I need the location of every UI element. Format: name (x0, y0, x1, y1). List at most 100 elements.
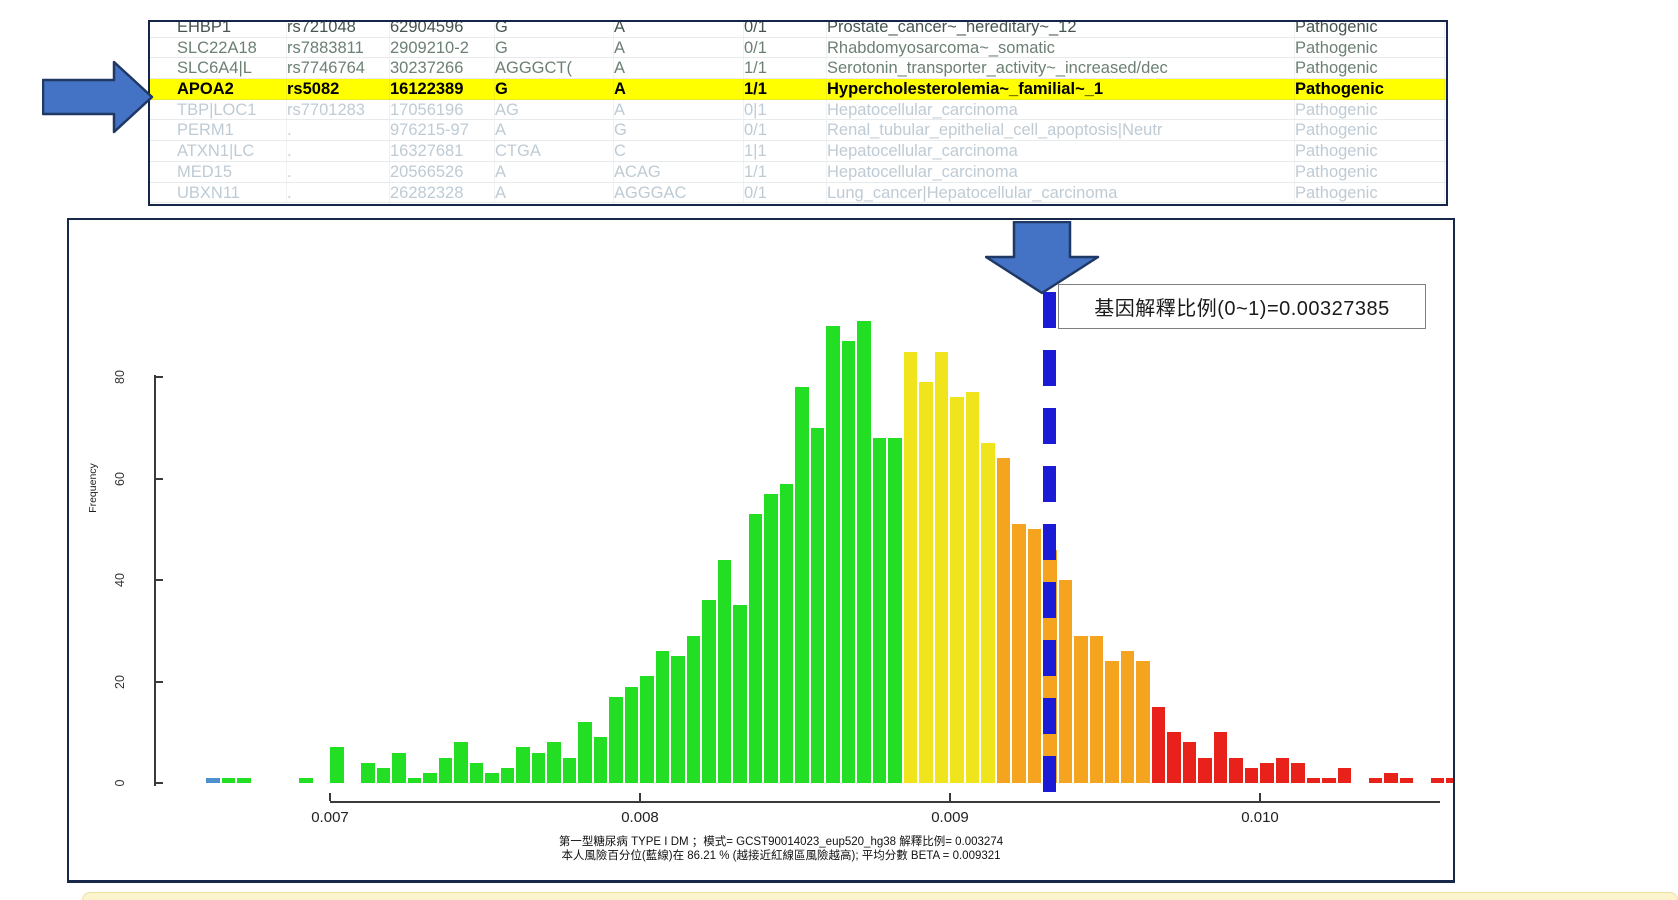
cell-significance: Pathogenic (1295, 37, 1445, 58)
variant-table: EHBP1 rs721048 62904596 G A 0/1 Prostate_cance… (148, 20, 1448, 206)
y-axis-title: Frequency (87, 463, 99, 513)
histogram-bar (733, 605, 747, 783)
cell-significance: Pathogenic (1295, 141, 1445, 161)
histogram-bar (516, 747, 530, 783)
cell-condition: Hepatocellular_carcinoma (827, 141, 1295, 161)
histogram-bar (655, 651, 669, 783)
histogram-bar (1260, 762, 1274, 783)
cell-ref: A (495, 120, 614, 141)
cell-condition: Lung_cancer|Hepatocellular_carcinoma (827, 182, 1295, 203)
cell-ref: CTGA (495, 141, 614, 161)
cell-alt: C (614, 141, 744, 161)
table-row[interactable]: SLC6A4|L rs7746764 30237266 AGGGCT(A 1/1 Sero… (150, 58, 1446, 80)
personal-score-marker-line (1043, 292, 1056, 806)
cell-gt: 0/1 (744, 120, 827, 141)
y-axis-tick-label: 20 (113, 674, 127, 689)
table-row[interactable]: UBXN11. 26282328 A AGGGAC 0/1 Lung_cancer|Hep… (150, 182, 1446, 204)
histogram-bar (1058, 580, 1072, 783)
gene-ratio-annotation-text: 基因解釋比例(0~1)=0.00327385 (1094, 298, 1390, 320)
histogram-bar (578, 722, 592, 783)
histogram-bar (1399, 777, 1413, 783)
histogram-bar (919, 382, 933, 783)
cell-rsid: . (287, 141, 390, 161)
cell-gt: 0/1 (744, 182, 827, 203)
histogram-bar (1167, 732, 1181, 783)
histogram-bar (965, 392, 979, 783)
histogram-bar (903, 351, 917, 783)
cell-ref: A (495, 161, 614, 182)
cell-rsid: rs5082 (287, 79, 390, 99)
cell-gene: SLC22A18 (177, 37, 287, 58)
histogram-bar (1322, 777, 1336, 783)
histogram-bar (888, 437, 902, 783)
histogram-bar (1337, 767, 1351, 783)
cell-ref: AG (495, 99, 614, 120)
table-row[interactable]: TBP|LOC1 rs7701283 17056196 AG A 0|1 Hepatocel… (150, 99, 1446, 121)
cell-rsid: . (287, 182, 390, 203)
cell-alt: ACAG (614, 161, 744, 182)
histogram-bar (593, 737, 607, 783)
histogram-bar (221, 777, 235, 783)
histogram-bar (206, 777, 220, 783)
histogram-bar (1229, 757, 1243, 783)
cell-condition: Hepatocellular_carcinoma (827, 99, 1295, 120)
histogram-bar (454, 742, 468, 783)
histogram-bar (1368, 777, 1382, 783)
x-axis-tick-label: 0.010 (1241, 809, 1279, 826)
cell-alt: AGGGAC (614, 182, 744, 203)
histogram-bar (407, 777, 421, 783)
histogram-bar (1198, 757, 1212, 783)
histogram-bar (392, 752, 406, 783)
histogram-bar (1120, 651, 1134, 783)
y-axis-tick (154, 579, 163, 581)
histogram-bar (950, 397, 964, 783)
table-row[interactable]: ATXN1|LC. 16327681 CTGA C 1|1 Hepatocellular_… (150, 141, 1446, 162)
cell-condition: Rhabdomyosarcoma~_somatic (827, 37, 1295, 58)
histogram-bar (810, 427, 824, 783)
histogram-bar (1182, 742, 1196, 783)
cell-pos: 30237266 (390, 58, 495, 79)
x-axis-tick (1259, 793, 1261, 801)
histogram-bar (1136, 661, 1150, 783)
table-row[interactable]: EHBP1 rs721048 62904596 G A 0/1 Prostate_cance… (150, 22, 1446, 38)
chart-caption-line2: 本人風險百分位(藍線)在 86.21 % (越接近紅線區風險越高); 平均分數 … (561, 850, 1001, 862)
histogram-bar (1275, 757, 1289, 783)
histogram-bar (531, 752, 545, 783)
histogram-bar (1213, 732, 1227, 783)
histogram-bar (1074, 635, 1088, 783)
cell-rsid: rs7746764 (287, 58, 390, 79)
cell-gt: 0|1 (744, 99, 827, 120)
cell-rsid: rs7883811 (287, 37, 390, 58)
cell-ref: AGGGCT( (495, 58, 614, 79)
cell-gene: MED15 (177, 161, 287, 182)
table-row[interactable]: PERM1. 976215-97 A G 0/1 Renal_tubular_epithe… (150, 120, 1446, 142)
cell-significance: Pathogenic (1295, 182, 1445, 203)
table-row[interactable]: MED15. 20566526 A ACAG 1/1 Hepatocellular_car… (150, 161, 1446, 183)
y-axis-tick-label: 80 (113, 370, 127, 384)
cell-pos: 17056196 (390, 99, 495, 120)
x-axis-tick-label: 0.009 (931, 809, 969, 826)
cell-gt: 1/1 (744, 79, 827, 99)
cell-gt: 0/1 (744, 37, 827, 58)
cell-gt: 1/1 (744, 58, 827, 79)
histogram-bar (423, 772, 437, 783)
cell-ref: G (495, 37, 614, 58)
y-axis-tick (154, 680, 163, 683)
cell-gene: TBP|LOC1 (177, 99, 287, 120)
histogram-bar (934, 351, 948, 783)
histogram-bar (686, 635, 700, 783)
x-axis-tick (949, 793, 951, 801)
table-row[interactable]: SLC22A18 rs7883811 2909210-2 G A 0/1 Rhabdomyo… (150, 37, 1446, 59)
table-row[interactable]: APOA2 rs5082 16122389 G A 1/1 Hypercholesterol… (150, 79, 1446, 100)
cell-significance: Pathogenic (1295, 79, 1445, 99)
histogram-bar (764, 493, 778, 783)
histogram-bar (826, 326, 840, 783)
cell-alt: A (614, 99, 744, 120)
histogram-bar (547, 742, 561, 783)
histogram-bar (717, 559, 731, 783)
cell-gt: 1|1 (744, 141, 827, 161)
x-axis-tick-label: 0.008 (621, 809, 659, 826)
histogram-bar (702, 600, 716, 783)
histogram-bar (671, 656, 685, 783)
cell-gene: PERM1 (177, 120, 287, 141)
